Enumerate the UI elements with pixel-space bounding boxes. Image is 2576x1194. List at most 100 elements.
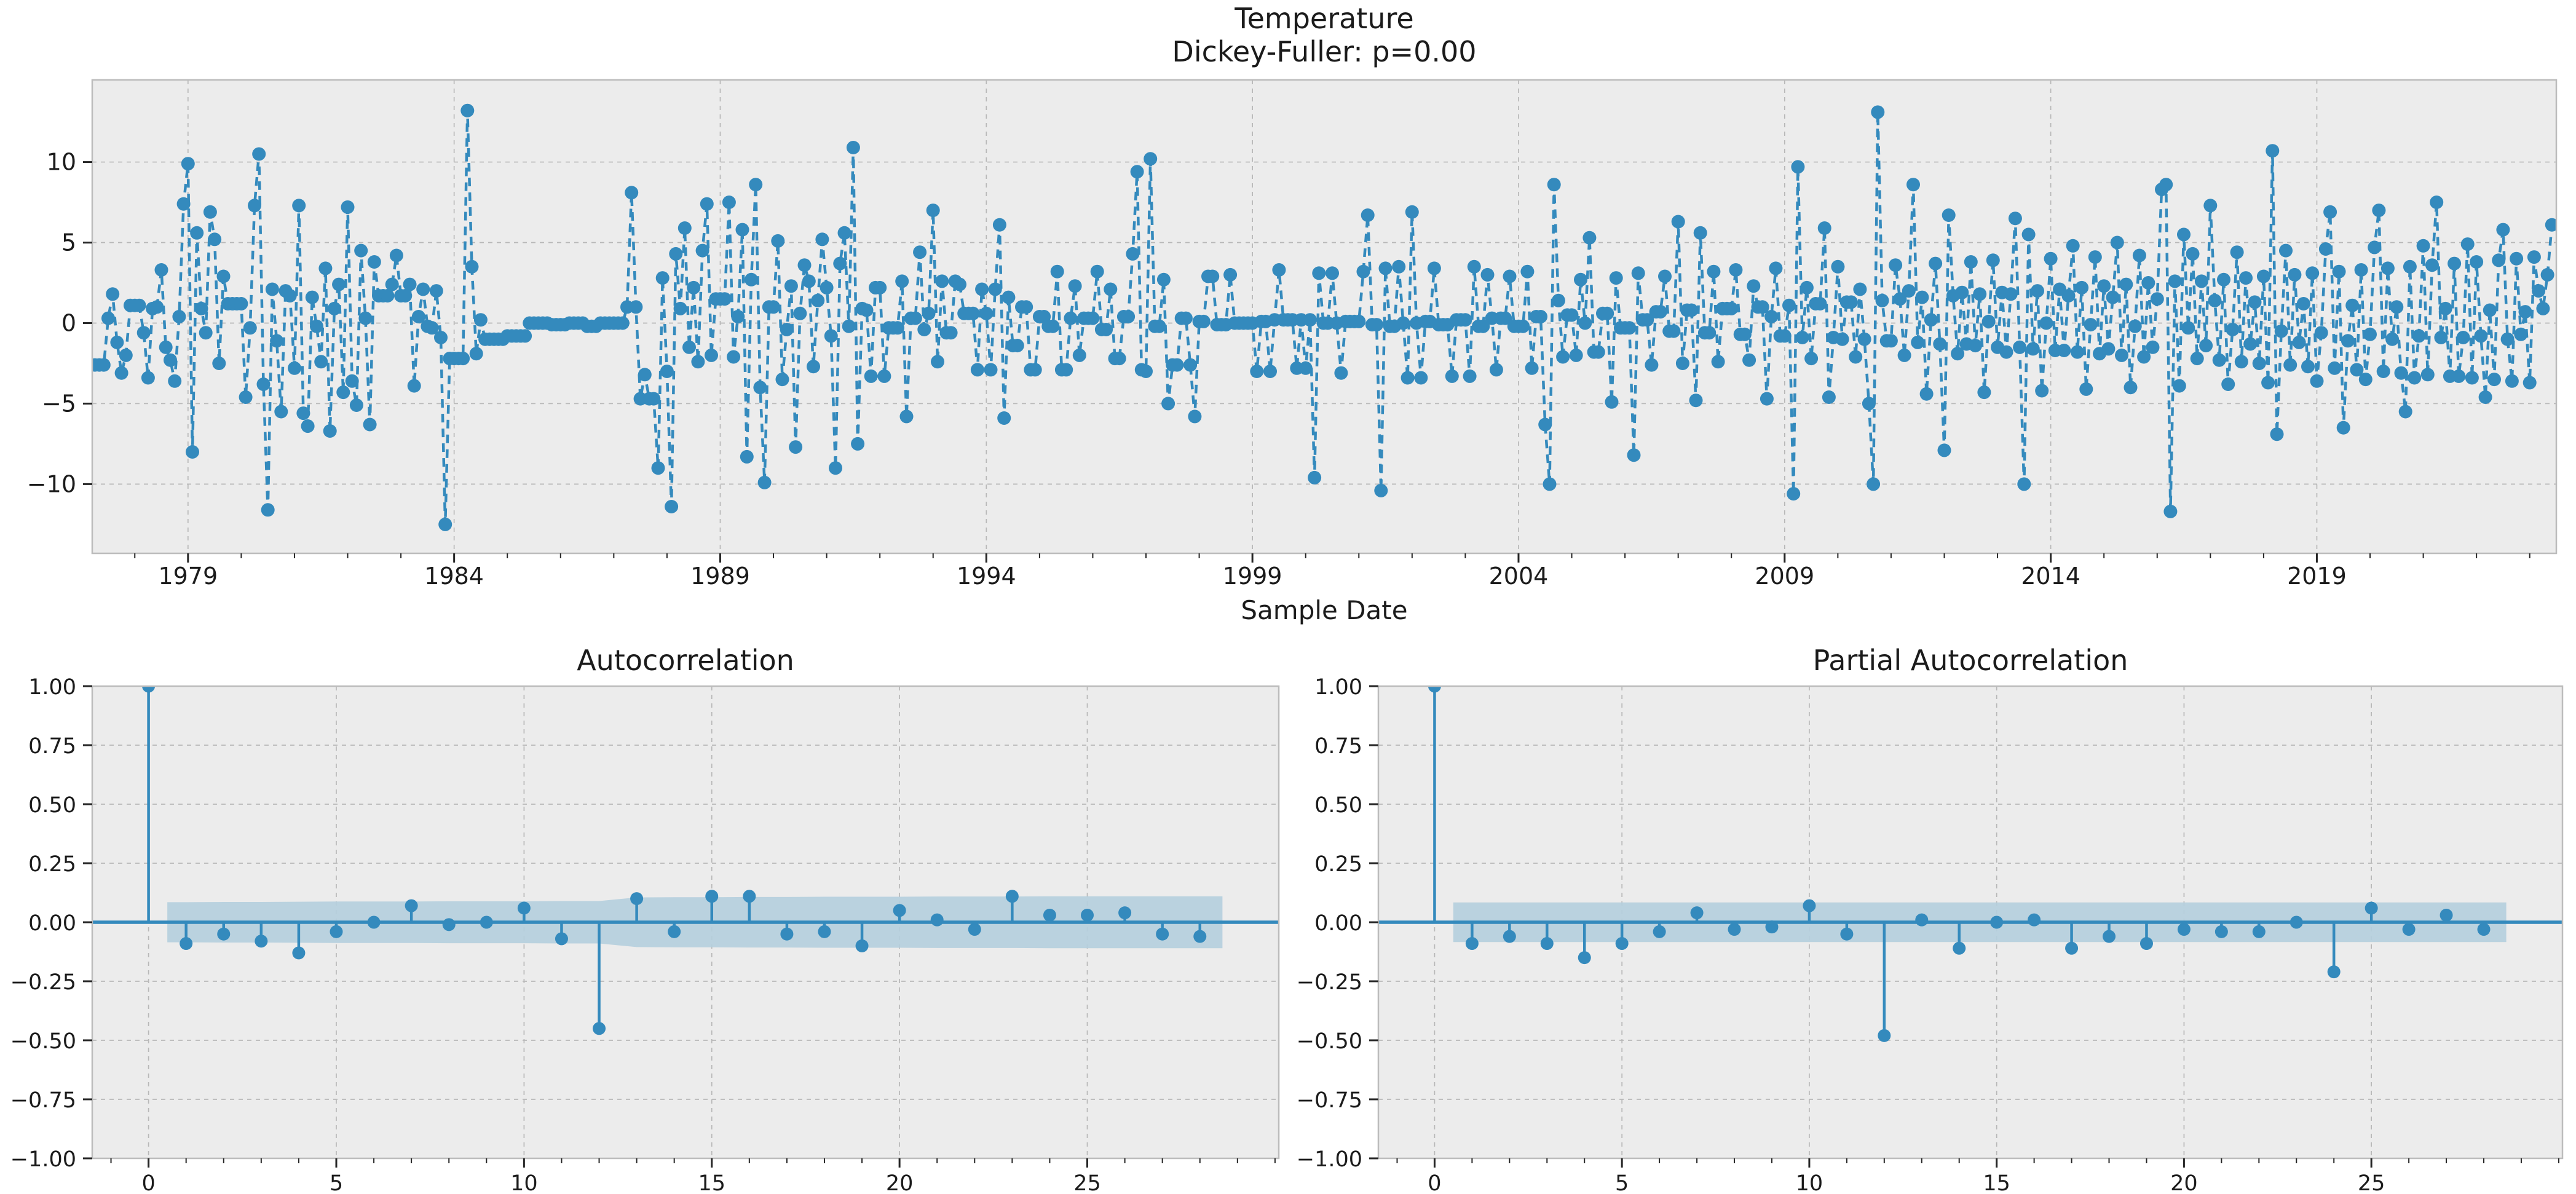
data-point bbox=[2358, 373, 2373, 387]
y-tick-label: 0.50 bbox=[1314, 793, 1362, 818]
data-point bbox=[2004, 287, 2018, 301]
x-tick-label: 20 bbox=[2170, 1171, 2198, 1194]
stem-marker bbox=[1653, 925, 1666, 938]
data-point bbox=[1929, 256, 1943, 271]
data-point bbox=[2150, 292, 2164, 306]
data-point bbox=[837, 226, 851, 240]
data-point bbox=[2279, 243, 2293, 258]
data-point bbox=[2372, 204, 2386, 218]
stem-marker bbox=[893, 904, 906, 917]
data-point bbox=[2252, 357, 2266, 370]
data-point bbox=[1298, 361, 1313, 375]
data-point bbox=[891, 321, 904, 335]
data-point bbox=[2097, 279, 2111, 293]
data-point bbox=[944, 326, 958, 340]
y-tick-label: −1.00 bbox=[10, 1147, 76, 1172]
data-point bbox=[385, 277, 399, 291]
data-point bbox=[2430, 196, 2444, 209]
data-point bbox=[975, 282, 989, 296]
stem-marker bbox=[2065, 941, 2079, 955]
data-point bbox=[2296, 297, 2310, 310]
data-point bbox=[1476, 319, 1490, 333]
data-point bbox=[1693, 226, 1707, 240]
data-point bbox=[820, 280, 834, 295]
data-point bbox=[429, 284, 443, 298]
data-point bbox=[2288, 267, 2302, 282]
data-point bbox=[2420, 368, 2435, 382]
data-point bbox=[842, 319, 856, 333]
data-point bbox=[314, 355, 328, 369]
data-point bbox=[1969, 339, 1982, 353]
data-point bbox=[2256, 269, 2270, 283]
data-point bbox=[1902, 284, 1916, 298]
stem-marker bbox=[1878, 1029, 1891, 1042]
data-point bbox=[793, 306, 807, 320]
data-point bbox=[2510, 251, 2524, 266]
stem-marker bbox=[1043, 908, 1056, 922]
data-point bbox=[318, 261, 333, 275]
data-point bbox=[1582, 231, 1597, 245]
data-point bbox=[1769, 261, 1783, 275]
y-tick-label: 0.00 bbox=[28, 911, 76, 936]
data-point bbox=[2066, 239, 2080, 253]
data-point bbox=[1933, 337, 1947, 351]
data-point bbox=[456, 352, 470, 366]
data-point bbox=[1671, 215, 1685, 229]
data-point bbox=[1188, 409, 1202, 424]
data-point bbox=[164, 353, 177, 367]
data-point bbox=[1729, 263, 1743, 277]
data-point bbox=[1955, 285, 1969, 299]
acf-chart: 0 5 10 15 20 25 1.00 0.75 0.50 0.25 0.00 −0.25 −0.50… bbox=[10, 675, 1280, 1194]
data-point bbox=[2132, 248, 2146, 263]
data-point bbox=[136, 326, 151, 340]
data-point bbox=[358, 311, 373, 325]
data-point bbox=[1605, 395, 1619, 409]
data-point bbox=[1591, 345, 1605, 359]
x-tick-label: 2004 bbox=[1489, 563, 1549, 590]
data-point bbox=[2514, 327, 2528, 341]
x-tick-label: 2014 bbox=[2021, 563, 2080, 590]
data-point bbox=[629, 300, 643, 314]
stem-marker bbox=[1990, 915, 2004, 929]
data-point bbox=[106, 287, 120, 301]
stem-marker bbox=[1156, 927, 1169, 941]
data-point bbox=[997, 411, 1011, 425]
data-point bbox=[1787, 487, 1801, 501]
stem-marker bbox=[2252, 925, 2266, 938]
data-point bbox=[1068, 279, 1082, 293]
stem-marker bbox=[705, 890, 719, 903]
data-point bbox=[2248, 295, 2262, 309]
data-point bbox=[678, 221, 692, 235]
data-point bbox=[1543, 477, 1557, 491]
data-point bbox=[2008, 212, 2022, 226]
data-point bbox=[345, 374, 359, 388]
data-point bbox=[2350, 363, 2364, 377]
stem-marker bbox=[2477, 923, 2491, 936]
data-point bbox=[926, 204, 940, 218]
data-point bbox=[1144, 152, 1158, 166]
stem-marker bbox=[855, 939, 869, 952]
data-point bbox=[2345, 298, 2360, 312]
data-point bbox=[2540, 267, 2554, 282]
data-point bbox=[1875, 293, 1889, 307]
data-point bbox=[425, 321, 439, 335]
data-point bbox=[1889, 258, 1903, 272]
data-point bbox=[2438, 301, 2452, 315]
data-point bbox=[833, 256, 847, 271]
data-point bbox=[194, 301, 208, 315]
data-point bbox=[2394, 366, 2408, 380]
stem-marker bbox=[1005, 890, 1019, 903]
data-point bbox=[2190, 352, 2204, 366]
data-point bbox=[1156, 272, 1171, 287]
data-point bbox=[2487, 373, 2501, 387]
data-point bbox=[673, 301, 687, 315]
data-point bbox=[141, 371, 155, 385]
data-point bbox=[1090, 264, 1104, 279]
data-point bbox=[354, 243, 368, 258]
data-point bbox=[2545, 218, 2556, 232]
stem-marker bbox=[2177, 923, 2191, 936]
data-point bbox=[434, 331, 448, 344]
data-point bbox=[283, 289, 297, 302]
data-point bbox=[1551, 293, 1565, 307]
data-point bbox=[1707, 264, 1721, 279]
